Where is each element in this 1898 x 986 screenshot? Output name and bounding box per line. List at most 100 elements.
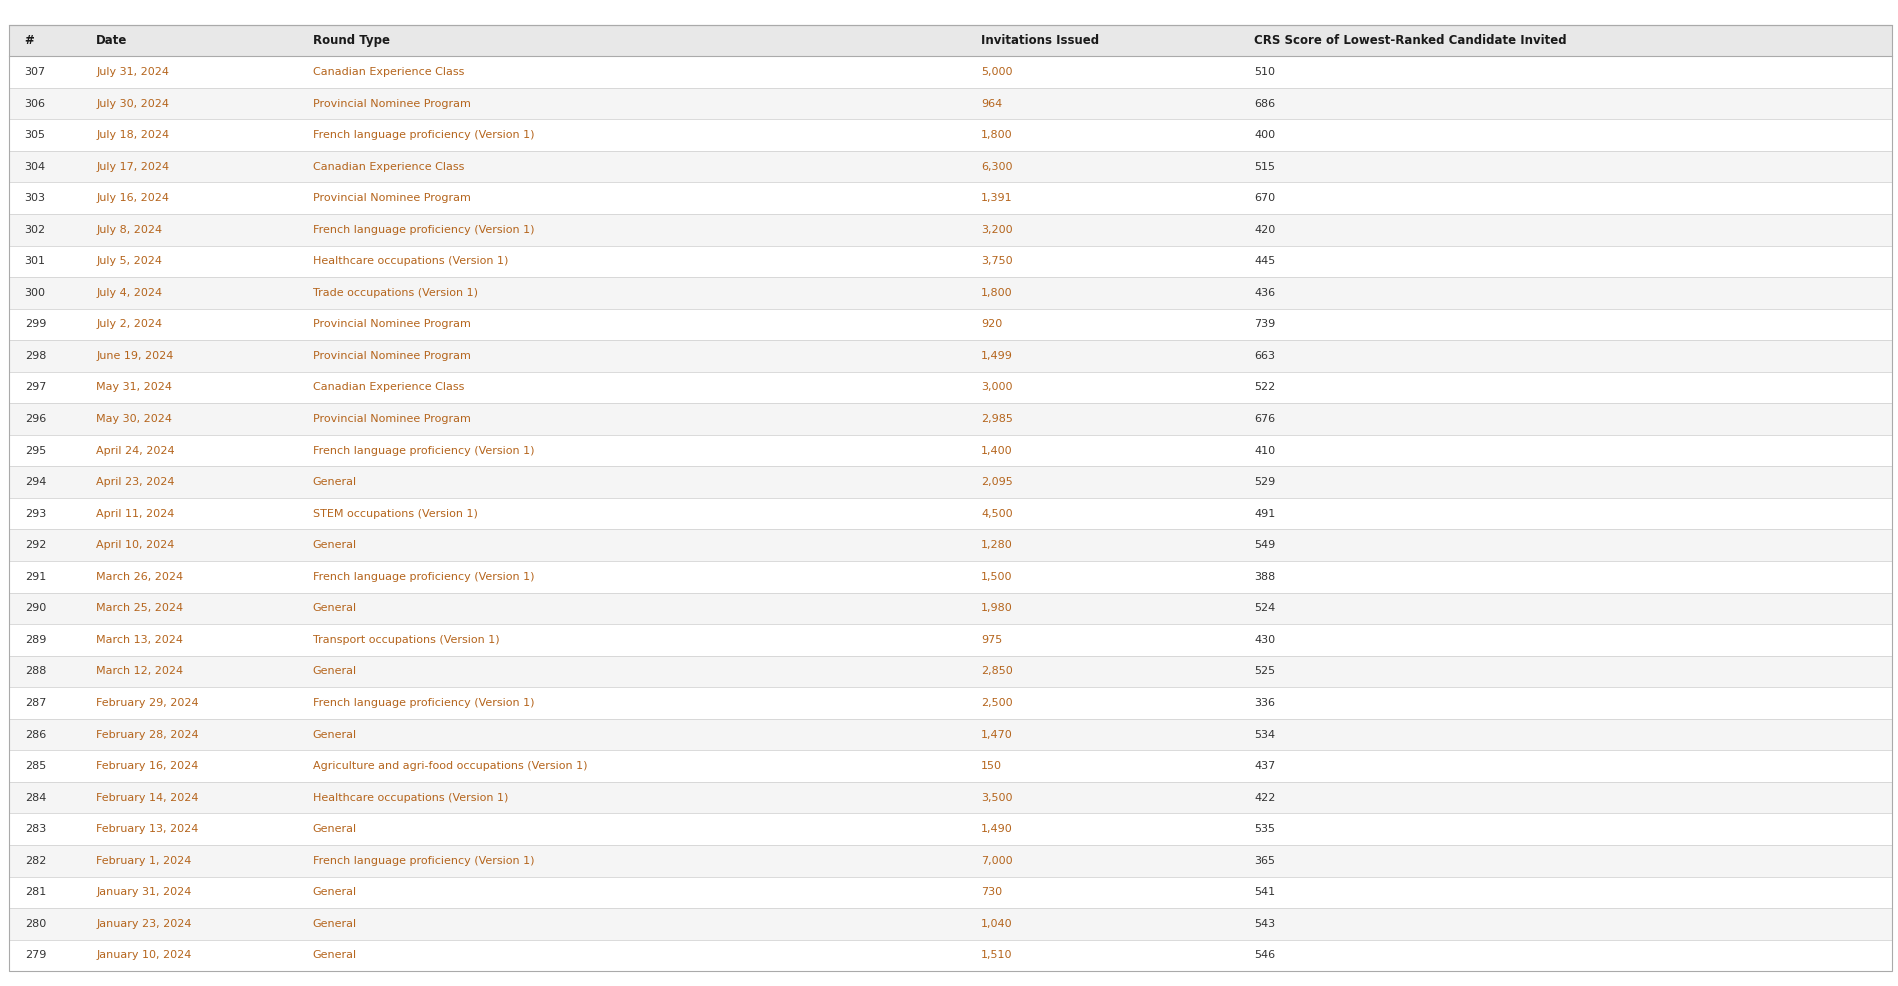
- Text: February 16, 2024: February 16, 2024: [97, 761, 199, 771]
- Text: 306: 306: [25, 99, 46, 108]
- Text: 283: 283: [25, 824, 46, 834]
- Text: 293: 293: [25, 509, 46, 519]
- Text: 307: 307: [25, 67, 46, 77]
- Text: July 18, 2024: July 18, 2024: [97, 130, 169, 140]
- Text: 1,470: 1,470: [981, 730, 1014, 740]
- Text: July 31, 2024: July 31, 2024: [97, 67, 169, 77]
- Text: January 23, 2024: January 23, 2024: [97, 919, 192, 929]
- Text: 300: 300: [25, 288, 46, 298]
- Text: July 30, 2024: July 30, 2024: [97, 99, 169, 108]
- Bar: [9, 782, 1892, 813]
- Text: 535: 535: [1255, 824, 1275, 834]
- Text: 280: 280: [25, 919, 46, 929]
- Text: French language proficiency (Version 1): French language proficiency (Version 1): [313, 446, 533, 456]
- Text: 730: 730: [981, 887, 1002, 897]
- Text: 510: 510: [1255, 67, 1275, 77]
- Text: 676: 676: [1255, 414, 1275, 424]
- Text: 299: 299: [25, 319, 46, 329]
- Text: 297: 297: [25, 383, 46, 392]
- Text: February 28, 2024: February 28, 2024: [97, 730, 199, 740]
- Text: French language proficiency (Version 1): French language proficiency (Version 1): [313, 130, 533, 140]
- Text: January 31, 2024: January 31, 2024: [97, 887, 192, 897]
- Text: 739: 739: [1255, 319, 1275, 329]
- Bar: [9, 56, 1892, 88]
- Text: April 10, 2024: April 10, 2024: [97, 540, 175, 550]
- Text: 303: 303: [25, 193, 46, 203]
- Text: 1,040: 1,040: [981, 919, 1014, 929]
- Text: 150: 150: [981, 761, 1002, 771]
- Text: July 8, 2024: July 8, 2024: [97, 225, 163, 235]
- Text: 3,200: 3,200: [981, 225, 1014, 235]
- Text: 302: 302: [25, 225, 46, 235]
- Text: April 23, 2024: April 23, 2024: [97, 477, 175, 487]
- Text: March 26, 2024: March 26, 2024: [97, 572, 184, 582]
- Text: July 17, 2024: July 17, 2024: [97, 162, 169, 172]
- Text: 296: 296: [25, 414, 46, 424]
- Text: 290: 290: [25, 603, 46, 613]
- Text: 284: 284: [25, 793, 46, 803]
- Text: April 24, 2024: April 24, 2024: [97, 446, 175, 456]
- Text: July 5, 2024: July 5, 2024: [97, 256, 161, 266]
- Bar: [9, 403, 1892, 435]
- Text: 294: 294: [25, 477, 46, 487]
- Bar: [9, 624, 1892, 656]
- Text: 285: 285: [25, 761, 46, 771]
- Bar: [9, 656, 1892, 687]
- Text: 298: 298: [25, 351, 46, 361]
- Text: 1,980: 1,980: [981, 603, 1014, 613]
- Bar: [9, 372, 1892, 403]
- Text: 515: 515: [1255, 162, 1275, 172]
- Text: Provincial Nominee Program: Provincial Nominee Program: [313, 99, 471, 108]
- Text: General: General: [313, 730, 357, 740]
- Text: 7,000: 7,000: [981, 856, 1014, 866]
- Bar: [9, 340, 1892, 372]
- Bar: [9, 813, 1892, 845]
- Text: Date: Date: [97, 34, 127, 47]
- Text: 430: 430: [1255, 635, 1275, 645]
- Text: 975: 975: [981, 635, 1002, 645]
- Text: 281: 281: [25, 887, 46, 897]
- Text: 1,800: 1,800: [981, 288, 1014, 298]
- Text: March 12, 2024: March 12, 2024: [97, 667, 184, 676]
- Text: 522: 522: [1255, 383, 1275, 392]
- Text: 420: 420: [1255, 225, 1275, 235]
- Text: Provincial Nominee Program: Provincial Nominee Program: [313, 351, 471, 361]
- Text: 2,850: 2,850: [981, 667, 1014, 676]
- Text: General: General: [313, 477, 357, 487]
- Text: 287: 287: [25, 698, 46, 708]
- Text: #: #: [25, 34, 34, 47]
- Text: 2,985: 2,985: [981, 414, 1014, 424]
- Text: 282: 282: [25, 856, 46, 866]
- Bar: [9, 750, 1892, 782]
- Text: French language proficiency (Version 1): French language proficiency (Version 1): [313, 698, 533, 708]
- Text: 524: 524: [1255, 603, 1275, 613]
- Text: 1,391: 1,391: [981, 193, 1014, 203]
- Text: February 13, 2024: February 13, 2024: [97, 824, 199, 834]
- Bar: [9, 593, 1892, 624]
- Text: 1,500: 1,500: [981, 572, 1014, 582]
- Text: 291: 291: [25, 572, 46, 582]
- Bar: [9, 151, 1892, 182]
- Text: February 29, 2024: February 29, 2024: [97, 698, 199, 708]
- Text: 400: 400: [1255, 130, 1275, 140]
- Bar: [9, 119, 1892, 151]
- Text: 491: 491: [1255, 509, 1275, 519]
- Text: January 10, 2024: January 10, 2024: [97, 951, 192, 960]
- Text: General: General: [313, 540, 357, 550]
- Text: Agriculture and agri-food occupations (Version 1): Agriculture and agri-food occupations (V…: [313, 761, 586, 771]
- Bar: [9, 940, 1892, 971]
- Text: 3,000: 3,000: [981, 383, 1014, 392]
- Text: 1,499: 1,499: [981, 351, 1014, 361]
- Bar: [9, 687, 1892, 719]
- Text: French language proficiency (Version 1): French language proficiency (Version 1): [313, 225, 533, 235]
- Bar: [9, 845, 1892, 877]
- Text: 1,280: 1,280: [981, 540, 1014, 550]
- Text: Provincial Nominee Program: Provincial Nominee Program: [313, 193, 471, 203]
- Text: 288: 288: [25, 667, 46, 676]
- Text: 6,300: 6,300: [981, 162, 1014, 172]
- Text: 1,490: 1,490: [981, 824, 1014, 834]
- Text: STEM occupations (Version 1): STEM occupations (Version 1): [313, 509, 478, 519]
- Bar: [9, 877, 1892, 908]
- Text: Provincial Nominee Program: Provincial Nominee Program: [313, 319, 471, 329]
- Bar: [9, 719, 1892, 750]
